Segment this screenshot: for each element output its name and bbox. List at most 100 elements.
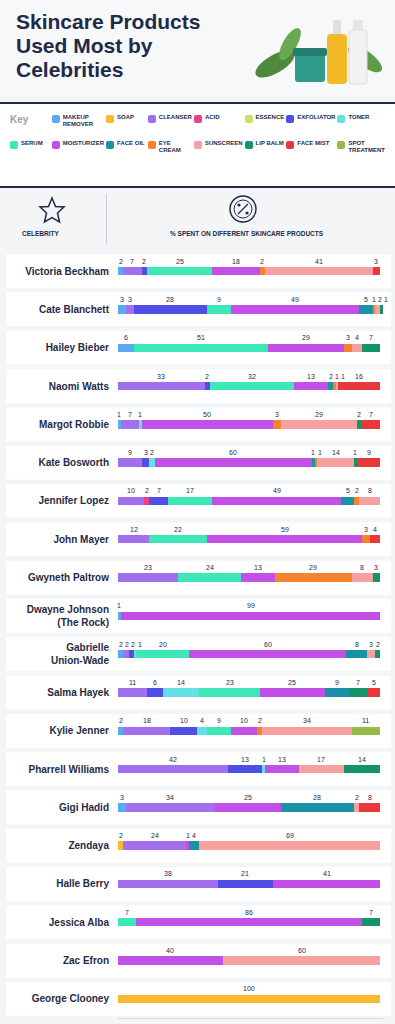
svg-text:3: 3 bbox=[374, 564, 378, 571]
svg-text:3: 3 bbox=[275, 411, 279, 418]
svg-text:2: 2 bbox=[125, 641, 129, 648]
svg-text:1: 1 bbox=[117, 602, 121, 609]
svg-text:3: 3 bbox=[120, 296, 124, 303]
svg-text:99: 99 bbox=[247, 602, 255, 609]
svg-text:38: 38 bbox=[164, 870, 172, 877]
svg-text:1: 1 bbox=[262, 756, 266, 763]
svg-text:Zac Efron: Zac Efron bbox=[63, 955, 109, 966]
svg-text:3: 3 bbox=[144, 449, 148, 456]
svg-text:4: 4 bbox=[192, 832, 196, 839]
svg-text:8: 8 bbox=[360, 564, 364, 571]
svg-text:24: 24 bbox=[151, 832, 159, 839]
svg-text:2: 2 bbox=[142, 258, 146, 265]
svg-text:1: 1 bbox=[186, 832, 190, 839]
svg-text:23: 23 bbox=[226, 679, 234, 686]
svg-text:Pharrell Williams: Pharrell Williams bbox=[29, 764, 110, 775]
svg-text:49: 49 bbox=[291, 296, 299, 303]
svg-text:14: 14 bbox=[332, 449, 340, 456]
svg-text:2: 2 bbox=[329, 373, 333, 380]
svg-text:60: 60 bbox=[298, 947, 306, 954]
svg-text:32: 32 bbox=[248, 373, 256, 380]
svg-text:4: 4 bbox=[200, 717, 204, 724]
svg-text:4: 4 bbox=[355, 334, 359, 341]
svg-text:2: 2 bbox=[150, 449, 154, 456]
svg-text:2: 2 bbox=[258, 717, 262, 724]
svg-text:5: 5 bbox=[364, 296, 368, 303]
svg-text:42: 42 bbox=[169, 756, 177, 763]
svg-text:51: 51 bbox=[197, 334, 205, 341]
svg-text:2: 2 bbox=[119, 832, 123, 839]
svg-text:2: 2 bbox=[355, 794, 359, 801]
svg-text:2: 2 bbox=[119, 258, 123, 265]
svg-text:Jessica Alba: Jessica Alba bbox=[49, 917, 110, 928]
svg-text:7: 7 bbox=[356, 679, 360, 686]
svg-text:2: 2 bbox=[357, 411, 361, 418]
svg-text:Margot Robbie: Margot Robbie bbox=[39, 419, 109, 430]
svg-text:14: 14 bbox=[177, 679, 185, 686]
svg-text:2: 2 bbox=[378, 296, 382, 303]
svg-text:18: 18 bbox=[143, 717, 151, 724]
svg-text:2: 2 bbox=[355, 487, 359, 494]
svg-text:6: 6 bbox=[153, 679, 157, 686]
svg-text:69: 69 bbox=[286, 832, 294, 839]
svg-text:8: 8 bbox=[355, 641, 359, 648]
svg-text:Gwyneth Paltrow: Gwyneth Paltrow bbox=[28, 572, 109, 583]
svg-text:3: 3 bbox=[120, 794, 124, 801]
svg-text:25: 25 bbox=[176, 258, 184, 265]
svg-text:7: 7 bbox=[128, 411, 132, 418]
svg-text:18: 18 bbox=[232, 258, 240, 265]
svg-text:1: 1 bbox=[353, 449, 357, 456]
svg-text:Cate Blanchett: Cate Blanchett bbox=[39, 304, 110, 315]
svg-text:9: 9 bbox=[367, 449, 371, 456]
svg-text:28: 28 bbox=[166, 296, 174, 303]
svg-text:2: 2 bbox=[119, 641, 123, 648]
svg-text:17: 17 bbox=[186, 487, 194, 494]
svg-text:11: 11 bbox=[362, 717, 369, 724]
svg-text:Halle Berry: Halle Berry bbox=[56, 878, 109, 889]
svg-text:Gigi Hadid: Gigi Hadid bbox=[59, 802, 109, 813]
svg-text:7: 7 bbox=[369, 411, 373, 418]
svg-text:9: 9 bbox=[217, 717, 221, 724]
svg-text:60: 60 bbox=[229, 449, 237, 456]
svg-text:7: 7 bbox=[157, 487, 161, 494]
svg-text:1: 1 bbox=[138, 641, 142, 648]
svg-text:59: 59 bbox=[281, 526, 289, 533]
svg-text:Jennifer Lopez: Jennifer Lopez bbox=[38, 495, 109, 506]
svg-text:5: 5 bbox=[372, 679, 376, 686]
svg-text:9: 9 bbox=[335, 679, 339, 686]
svg-text:34: 34 bbox=[166, 794, 174, 801]
svg-text:21: 21 bbox=[241, 870, 249, 877]
svg-text:29: 29 bbox=[302, 334, 310, 341]
svg-text:7: 7 bbox=[130, 258, 134, 265]
svg-text:Kylie Jenner: Kylie Jenner bbox=[50, 725, 110, 736]
svg-text:2: 2 bbox=[205, 373, 209, 380]
svg-text:34: 34 bbox=[303, 717, 311, 724]
svg-text:29: 29 bbox=[315, 411, 323, 418]
svg-text:20: 20 bbox=[159, 641, 167, 648]
svg-text:Naomi Watts: Naomi Watts bbox=[49, 381, 110, 392]
svg-text:13: 13 bbox=[241, 756, 249, 763]
svg-text:6: 6 bbox=[124, 334, 128, 341]
svg-text:9: 9 bbox=[128, 449, 132, 456]
svg-text:8: 8 bbox=[368, 487, 372, 494]
svg-text:Kate Bosworth: Kate Bosworth bbox=[38, 457, 109, 468]
svg-text:1: 1 bbox=[384, 296, 388, 303]
svg-text:7: 7 bbox=[369, 909, 373, 916]
svg-text:1: 1 bbox=[117, 411, 121, 418]
svg-text:3: 3 bbox=[369, 641, 373, 648]
svg-text:9: 9 bbox=[217, 296, 221, 303]
svg-text:24: 24 bbox=[206, 564, 214, 571]
svg-text:2: 2 bbox=[376, 641, 380, 648]
svg-text:49: 49 bbox=[273, 487, 281, 494]
svg-text:33: 33 bbox=[157, 373, 165, 380]
svg-text:10: 10 bbox=[180, 717, 188, 724]
svg-text:50: 50 bbox=[203, 411, 211, 418]
svg-text:1: 1 bbox=[138, 411, 142, 418]
svg-text:13: 13 bbox=[278, 756, 286, 763]
svg-text:13: 13 bbox=[254, 564, 262, 571]
svg-text:1: 1 bbox=[335, 373, 339, 380]
svg-text:17: 17 bbox=[317, 756, 325, 763]
svg-text:16: 16 bbox=[355, 373, 363, 380]
svg-text:14: 14 bbox=[358, 756, 366, 763]
svg-text:1: 1 bbox=[311, 449, 315, 456]
